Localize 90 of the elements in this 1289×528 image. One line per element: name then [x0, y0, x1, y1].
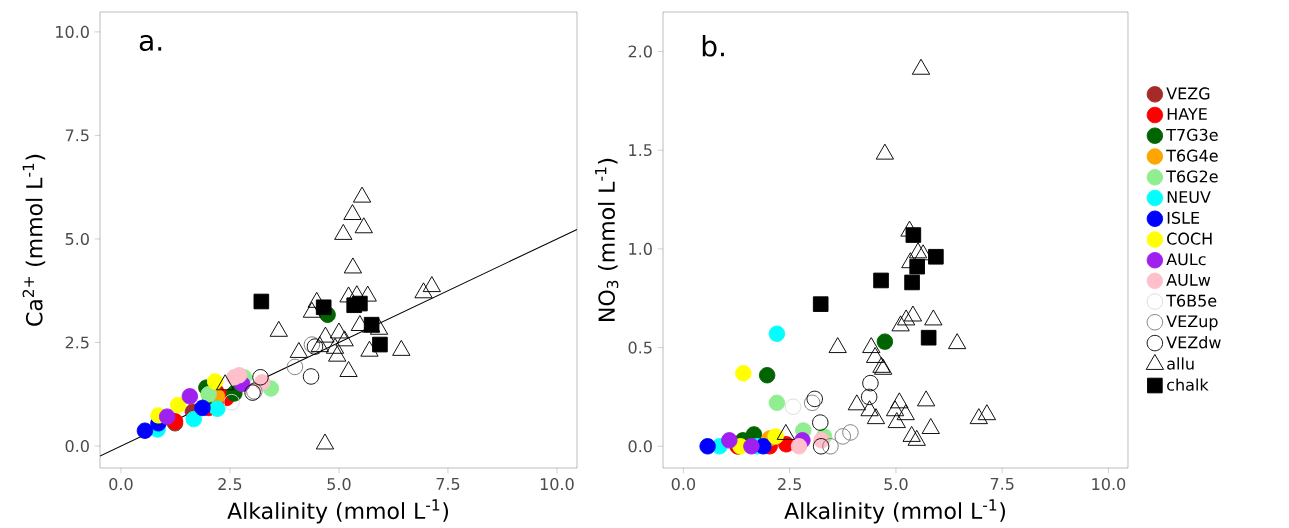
- point: [834, 428, 851, 445]
- legend-label: AULc: [1166, 253, 1206, 266]
- y-axis-title: NO$_{3}$ (mmol L$^{-1}$): [595, 158, 619, 321]
- point: [905, 227, 922, 243]
- y-tick-label: 10.0: [56, 25, 89, 38]
- x-tick-label: 5.0: [327, 478, 351, 491]
- legend-label: T6B5e: [1166, 294, 1217, 307]
- point: [847, 394, 866, 411]
- y-axis-title: Ca$^{2+}$ (mmol L$^{-1}$): [22, 154, 46, 326]
- point: [887, 412, 906, 429]
- y-tick-label: 7.5: [65, 129, 89, 142]
- x-tick-label: 10.0: [540, 478, 574, 491]
- x-tick-label: 2.5: [218, 478, 242, 491]
- y-tick-label: 2.0: [628, 45, 652, 58]
- point: [924, 309, 943, 326]
- point: [875, 143, 895, 160]
- y-tick-label: 1.5: [629, 144, 652, 157]
- legend-label: VEZG: [1166, 87, 1210, 100]
- point: [735, 365, 752, 382]
- point: [828, 337, 847, 354]
- x-axis-title: Alkalinity (mmol L$^{-1}$): [784, 499, 1005, 524]
- point: [860, 400, 879, 417]
- legend-label: ISLE: [1167, 211, 1200, 224]
- x-tick-label: 7.5: [436, 478, 460, 490]
- y-tick-label: 2.5: [65, 336, 89, 349]
- legend-label: COCH: [1167, 232, 1212, 245]
- point: [862, 374, 879, 392]
- point: [903, 305, 923, 322]
- point: [842, 424, 859, 441]
- point: [876, 333, 894, 350]
- x-axis-title: Alkalinity (mmol L$^{-1}$): [227, 499, 449, 524]
- point: [812, 438, 830, 455]
- point: [885, 400, 905, 417]
- point: [921, 418, 940, 435]
- point: [897, 309, 916, 326]
- point: [784, 398, 802, 416]
- point: [909, 258, 925, 275]
- point: [862, 337, 881, 354]
- point: [776, 424, 795, 440]
- point: [721, 432, 738, 449]
- point: [873, 272, 889, 289]
- point: [865, 347, 885, 363]
- x-tick-label: 7.5: [990, 478, 1014, 490]
- legend-label: T6G2e: [1166, 170, 1218, 183]
- point: [896, 404, 915, 421]
- point: [768, 325, 786, 342]
- point: [758, 367, 776, 384]
- x-tick-label: 5.0: [884, 478, 908, 491]
- point: [699, 438, 716, 455]
- point: [812, 296, 829, 312]
- point: [866, 408, 886, 425]
- x-tick-label: 0.0: [109, 478, 133, 491]
- legend-label: AULw: [1166, 274, 1211, 286]
- point: [803, 394, 821, 412]
- legend-label: VEZdw: [1166, 336, 1221, 349]
- y-tick-label: 0.5: [628, 341, 652, 354]
- point: [790, 438, 808, 455]
- point: [743, 438, 760, 455]
- y-tick-label: 5.0: [65, 232, 89, 246]
- legend-label: chalk: [1167, 378, 1209, 391]
- x-tick-label: 0.0: [671, 478, 696, 491]
- point: [768, 394, 786, 412]
- annotation: a.: [139, 34, 162, 52]
- point: [860, 388, 878, 406]
- legend-label: T6G4e: [1166, 149, 1218, 162]
- y-tick-label: 0.0: [628, 440, 652, 453]
- point: [908, 242, 928, 259]
- point: [977, 404, 997, 421]
- point: [890, 392, 909, 409]
- legend-label: VEZup: [1166, 315, 1218, 331]
- legend-label: allu: [1167, 357, 1194, 370]
- point: [822, 438, 839, 455]
- point: [969, 408, 988, 425]
- point: [891, 315, 910, 332]
- y-tick-label: 1.0: [629, 242, 652, 255]
- point: [916, 390, 936, 407]
- point: [911, 58, 931, 75]
- legend-label: NEUV: [1167, 191, 1211, 204]
- point: [920, 329, 937, 346]
- legend-label: HAYE: [1167, 108, 1207, 120]
- point: [948, 333, 967, 350]
- annotation: b.: [702, 34, 724, 57]
- y-tick-label: 0.0: [65, 440, 89, 453]
- x-tick-label: 10.0: [1092, 478, 1126, 491]
- point: [812, 414, 829, 431]
- legend-label: T7G3e: [1166, 128, 1218, 141]
- x-tick-label: 2.5: [778, 478, 801, 491]
- point: [806, 390, 823, 408]
- point: [904, 274, 920, 291]
- point: [928, 249, 944, 265]
